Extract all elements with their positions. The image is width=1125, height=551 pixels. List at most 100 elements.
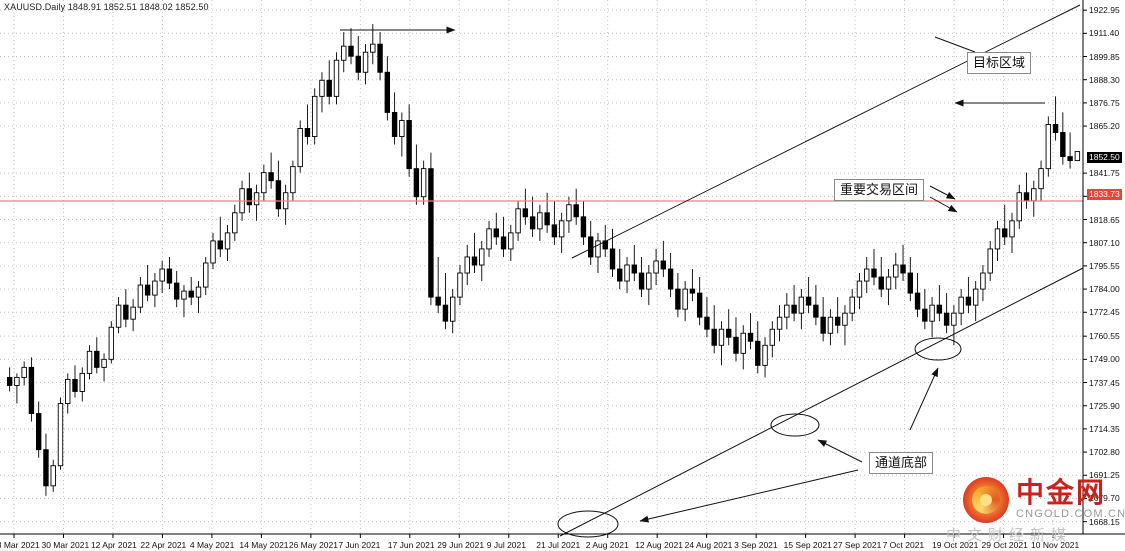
channel-bottom-arrow-1 [817, 439, 863, 463]
candlestick [638, 256, 645, 298]
price-axis-label: 1772.45 [1089, 307, 1120, 318]
candlestick [994, 220, 1001, 261]
price-axis-label: 1876.75 [1089, 97, 1120, 108]
price-axis-label: 1668.15 [1089, 516, 1120, 527]
candlestick [137, 277, 144, 314]
candlestick [864, 256, 870, 294]
annotation-target-zone[interactable]: 目标区域 [967, 52, 1032, 74]
date-axis-label: 22 Apr 2021 [140, 540, 187, 550]
candlestick [471, 232, 478, 274]
candlestick [508, 224, 514, 261]
candlestick [537, 204, 543, 241]
candlestick [798, 289, 805, 330]
price-axis-label: 1760.55 [1089, 331, 1120, 342]
cngold-watermark-logo: 中金网 CNGOLD.COM.CN [963, 477, 1125, 523]
candlestick [435, 256, 441, 314]
candlestick [130, 299, 136, 332]
price-axis-label: 1818.65 [1089, 214, 1120, 225]
candlestick [718, 321, 725, 366]
candlestick [210, 232, 216, 270]
date-axis-label: 19 Oct 2021 [932, 540, 979, 550]
candlestick [1002, 204, 1008, 245]
date-axis-label: 24 Aug 2021 [684, 540, 733, 550]
candlestick [936, 285, 943, 322]
channel-touch-ellipse-2 [770, 413, 820, 437]
price-axis-label: 1865.20 [1089, 121, 1120, 132]
candlestick [762, 337, 768, 378]
candlestick [929, 297, 935, 338]
channel-touch-ellipse-3 [914, 337, 962, 361]
candlestick [1016, 184, 1022, 229]
candlestick [696, 277, 703, 326]
channel-bottom-arrow-3 [909, 367, 939, 431]
candlestick [914, 273, 921, 318]
candlestick [893, 252, 899, 290]
key-range-arrow-upper [929, 185, 956, 200]
candlestick [442, 273, 449, 330]
candlestick [377, 32, 383, 81]
candlestick [1038, 160, 1044, 201]
candlestick [747, 313, 754, 350]
date-axis-label: 30 Mar 2021 [41, 540, 90, 550]
candlestick [35, 401, 42, 458]
annotation-channel-bottom[interactable]: 通道底部 [869, 452, 934, 474]
date-axis-label: 21 Jul 2021 [536, 540, 581, 550]
candlestick [1074, 151, 1081, 162]
candlestick [391, 92, 398, 145]
candlestick [486, 220, 492, 257]
price-axis-label: 1911.40 [1089, 28, 1120, 39]
candlestick [188, 277, 194, 306]
channel-upper-trendline [571, 4, 1081, 259]
price-axis-label: 1725.90 [1089, 400, 1120, 411]
candlestick [820, 297, 826, 342]
candlestick [813, 285, 819, 326]
candlestick [181, 285, 187, 318]
candlestick [261, 164, 267, 201]
annotation-key-trading-range[interactable]: 重要交易区间 [834, 179, 925, 201]
cngold-swirl-icon [963, 477, 1009, 523]
candlestick [101, 353, 107, 382]
brand-domain: CNGOLD.COM.CN [1016, 508, 1125, 520]
candlestick [791, 285, 797, 322]
candlestick-series[interactable] [6, 24, 1081, 496]
date-axis-label: 4 May 2021 [189, 540, 235, 550]
candlestick [1052, 96, 1059, 141]
price-axis-label: 1749.00 [1089, 354, 1120, 365]
candlestick [675, 273, 681, 318]
candlestick [290, 160, 296, 201]
date-axis-label: 17 Jun 2021 [387, 540, 435, 550]
price-axis-label: 1899.85 [1089, 51, 1120, 62]
channel-touch-ellipse-1 [557, 510, 619, 538]
date-axis-label: 14 May 2021 [239, 540, 289, 550]
date-axis-label: 7 Jun 2021 [338, 540, 381, 550]
watermark-tagline: 中文财经新媒 [946, 526, 1073, 544]
candlestick [268, 152, 274, 189]
candlestick [609, 228, 616, 278]
candlestick [885, 269, 892, 306]
candlestick [784, 293, 790, 330]
candlestick [704, 297, 710, 338]
candlestick [849, 289, 855, 322]
candlestick [624, 256, 630, 294]
candlestick [479, 240, 485, 282]
candlestick [907, 256, 914, 302]
candlestick [413, 144, 420, 205]
target-zone-leader-line [934, 36, 976, 53]
candlestick [6, 367, 13, 392]
candlestick [878, 256, 884, 298]
candlestick [203, 256, 209, 296]
candlestick [646, 264, 652, 306]
candlestick [573, 188, 579, 225]
price-axis-label: 1691.25 [1089, 470, 1120, 481]
candlestick [776, 305, 783, 342]
candlestick [965, 277, 972, 314]
candlestick [827, 309, 834, 346]
channel-bottom-arrow-2 [639, 469, 859, 523]
candlestick [275, 160, 282, 217]
date-axis-label: 7 Oct 2021 [882, 540, 925, 550]
candlestick [428, 152, 434, 306]
candlestick [522, 188, 529, 225]
date-axis-label: 15 Sep 2021 [783, 540, 832, 550]
price-axis-label: 1714.35 [1089, 423, 1120, 434]
